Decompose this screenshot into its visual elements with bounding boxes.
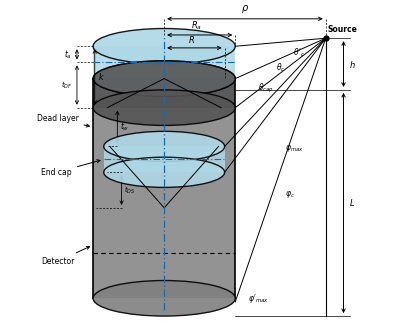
Text: End cap: End cap: [41, 160, 100, 177]
Ellipse shape: [93, 61, 235, 96]
Text: $L$: $L$: [349, 198, 356, 208]
Text: Source: Source: [327, 25, 357, 34]
Ellipse shape: [104, 131, 225, 162]
Text: $\varphi_c$: $\varphi_c$: [285, 190, 295, 201]
Polygon shape: [93, 79, 235, 298]
Polygon shape: [93, 46, 235, 79]
Text: Detector: Detector: [41, 246, 90, 266]
Ellipse shape: [93, 281, 235, 316]
Text: $\varphi_{max}$: $\varphi_{max}$: [285, 142, 304, 154]
Text: $\theta_{cap}$: $\theta_{cap}$: [258, 82, 274, 95]
Text: $\varphi'_{max}$: $\varphi'_{max}$: [248, 292, 269, 305]
Text: $t_w$: $t_w$: [120, 121, 129, 133]
Polygon shape: [104, 146, 225, 172]
Ellipse shape: [93, 61, 235, 96]
Ellipse shape: [93, 90, 235, 125]
Text: $R$: $R$: [187, 34, 195, 45]
Text: $\theta_c$: $\theta_c$: [275, 61, 285, 73]
Text: $t_a$: $t_a$: [64, 48, 72, 61]
Text: Dead layer: Dead layer: [37, 115, 89, 127]
Text: $t_{DS}$: $t_{DS}$: [124, 185, 136, 196]
Text: $R_a$: $R_a$: [191, 20, 202, 32]
Text: $\rho$: $\rho$: [241, 3, 249, 15]
Ellipse shape: [104, 157, 225, 187]
Text: $t_{DF}$: $t_{DF}$: [61, 79, 72, 91]
Ellipse shape: [93, 29, 235, 64]
Text: $k$: $k$: [98, 71, 105, 82]
Text: $\theta'_c$: $\theta'_c$: [294, 46, 305, 59]
Polygon shape: [93, 79, 235, 108]
Text: $h$: $h$: [349, 58, 356, 69]
